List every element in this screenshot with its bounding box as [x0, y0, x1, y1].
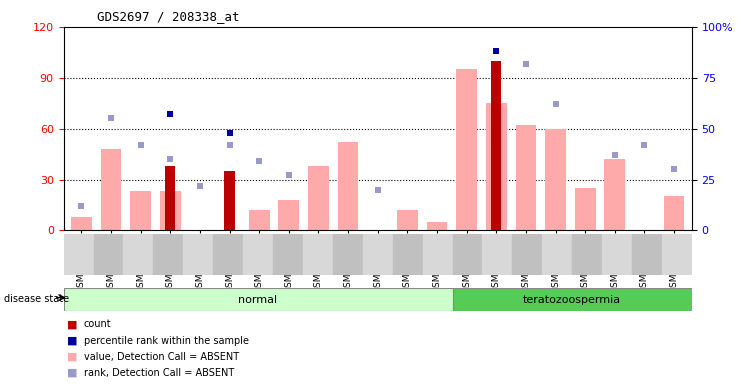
- Text: percentile rank within the sample: percentile rank within the sample: [84, 336, 249, 346]
- Bar: [130, 191, 151, 230]
- Bar: [338, 142, 358, 230]
- Bar: [491, 61, 501, 230]
- Text: value, Detection Call = ABSENT: value, Detection Call = ABSENT: [84, 352, 239, 362]
- Bar: [333, 234, 363, 275]
- Bar: [486, 103, 506, 230]
- Bar: [545, 129, 566, 230]
- Bar: [273, 234, 303, 275]
- Bar: [456, 69, 477, 230]
- Bar: [123, 234, 153, 275]
- Bar: [397, 210, 417, 230]
- Text: count: count: [84, 319, 111, 329]
- Bar: [64, 288, 453, 311]
- Bar: [663, 197, 684, 230]
- Bar: [249, 210, 269, 230]
- Bar: [165, 166, 176, 230]
- Bar: [662, 234, 692, 275]
- Bar: [278, 200, 299, 230]
- Bar: [482, 234, 512, 275]
- Bar: [101, 149, 121, 230]
- Bar: [604, 159, 625, 230]
- Bar: [363, 234, 393, 275]
- Bar: [426, 222, 447, 230]
- Bar: [224, 171, 235, 230]
- Bar: [308, 166, 329, 230]
- Bar: [542, 234, 572, 275]
- Bar: [94, 234, 123, 275]
- Text: rank, Detection Call = ABSENT: rank, Detection Call = ABSENT: [84, 368, 234, 378]
- Bar: [574, 188, 595, 230]
- Bar: [423, 234, 453, 275]
- Bar: [183, 234, 213, 275]
- Text: disease state: disease state: [4, 294, 69, 304]
- Bar: [572, 234, 602, 275]
- Bar: [393, 234, 423, 275]
- Text: GDS2697 / 208338_at: GDS2697 / 208338_at: [97, 10, 240, 23]
- Bar: [453, 288, 692, 311]
- Bar: [453, 234, 482, 275]
- Bar: [153, 234, 183, 275]
- Text: teratozoospermia: teratozoospermia: [523, 295, 622, 305]
- Text: ■: ■: [67, 368, 78, 378]
- Bar: [213, 234, 243, 275]
- Bar: [632, 234, 662, 275]
- Bar: [303, 234, 333, 275]
- Text: ■: ■: [67, 336, 78, 346]
- Text: ■: ■: [67, 319, 78, 329]
- Bar: [512, 234, 542, 275]
- Text: normal: normal: [239, 295, 278, 305]
- Bar: [160, 191, 181, 230]
- Bar: [515, 125, 536, 230]
- Bar: [71, 217, 92, 230]
- Bar: [64, 234, 94, 275]
- Bar: [602, 234, 632, 275]
- Bar: [243, 234, 273, 275]
- Text: ■: ■: [67, 352, 78, 362]
